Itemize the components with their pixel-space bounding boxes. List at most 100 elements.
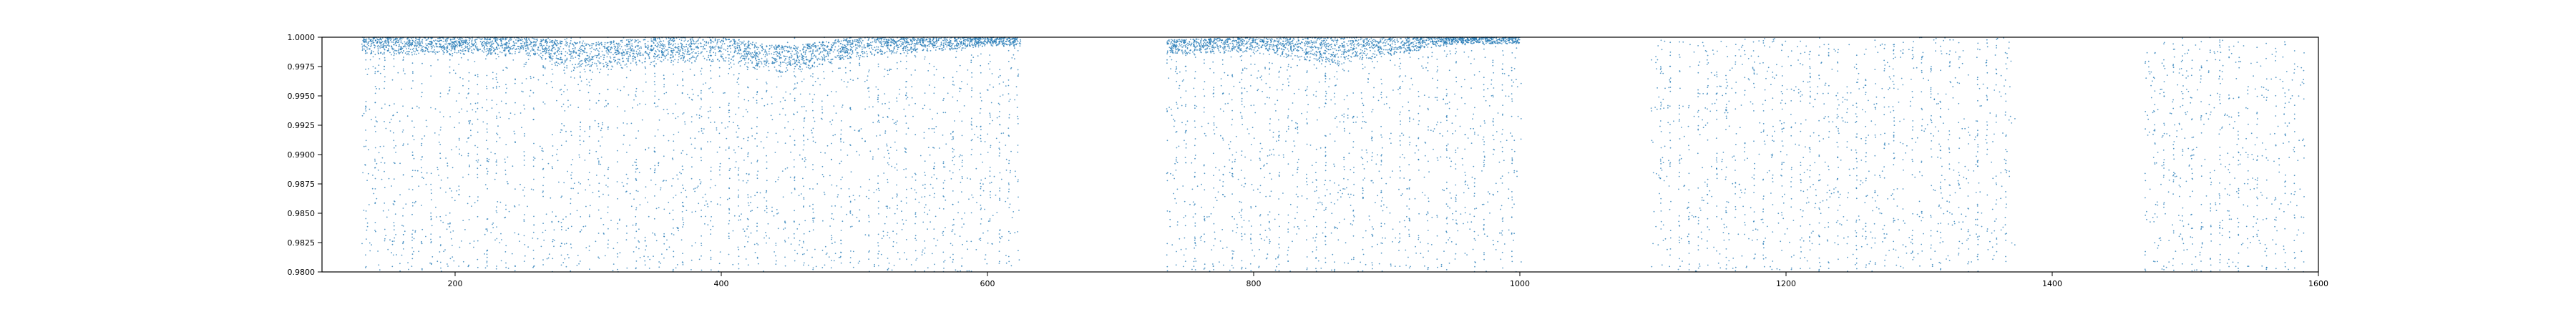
data-point <box>912 42 913 44</box>
data-point <box>877 233 879 235</box>
data-point <box>665 180 667 182</box>
data-point <box>654 135 656 137</box>
data-point <box>914 56 917 58</box>
data-point <box>672 218 674 220</box>
data-point <box>840 160 842 162</box>
data-point <box>560 57 562 59</box>
data-point <box>519 183 521 185</box>
data-point <box>647 41 649 42</box>
data-point <box>742 180 744 182</box>
data-point <box>686 196 688 198</box>
data-point <box>617 59 619 60</box>
data-point <box>905 220 907 221</box>
data-point <box>521 90 522 92</box>
data-point <box>803 120 805 122</box>
data-point <box>399 263 401 265</box>
data-point <box>523 165 525 166</box>
data-point <box>366 180 368 182</box>
data-point <box>980 187 982 190</box>
data-point <box>766 167 768 170</box>
data-point <box>477 153 479 155</box>
data-point <box>864 108 866 110</box>
data-point <box>539 145 541 147</box>
data-point <box>912 50 913 52</box>
data-point <box>821 57 824 59</box>
data-point <box>719 56 721 57</box>
data-point <box>635 52 638 54</box>
data-point <box>458 139 460 141</box>
data-point <box>811 66 814 67</box>
data-point <box>387 44 389 46</box>
data-point <box>529 39 530 41</box>
data-point <box>585 44 587 46</box>
data-point <box>864 81 866 82</box>
data-point <box>878 250 880 252</box>
data-point <box>555 40 557 42</box>
data-point <box>384 48 385 50</box>
data-point <box>821 112 824 114</box>
data-point <box>491 52 493 54</box>
data-point <box>412 80 414 82</box>
data-point <box>747 196 749 198</box>
data-point <box>691 99 693 101</box>
data-point <box>578 263 580 265</box>
data-point <box>663 86 665 88</box>
data-point <box>841 44 844 46</box>
data-point <box>563 91 565 92</box>
data-point <box>690 137 691 139</box>
data-point <box>498 112 500 114</box>
data-point <box>628 94 630 96</box>
data-point <box>582 40 584 42</box>
data-point <box>595 49 596 51</box>
data-point <box>840 187 842 190</box>
data-point <box>434 132 436 134</box>
data-point <box>598 182 600 185</box>
data-point <box>570 76 572 78</box>
data-point <box>572 55 573 57</box>
data-point <box>915 192 917 194</box>
data-point <box>701 130 703 132</box>
data-point <box>784 241 786 243</box>
data-point <box>378 64 380 66</box>
data-point <box>496 104 497 105</box>
data-point <box>882 46 884 48</box>
data-point <box>602 193 604 195</box>
data-point <box>898 40 899 42</box>
data-point <box>1008 135 1010 137</box>
data-point <box>868 215 869 217</box>
data-point <box>494 39 497 42</box>
data-point <box>362 172 364 174</box>
data-point <box>366 38 368 40</box>
data-point <box>854 40 855 42</box>
data-point <box>626 52 628 54</box>
data-point <box>768 62 770 64</box>
data-point <box>625 44 628 46</box>
data-point <box>593 49 595 50</box>
data-point <box>1016 38 1018 40</box>
data-point <box>856 216 858 218</box>
data-point <box>566 67 568 69</box>
data-point <box>663 92 665 94</box>
data-point <box>532 231 535 233</box>
data-point <box>900 200 902 203</box>
data-point <box>602 122 603 124</box>
data-point <box>695 210 696 213</box>
data-point <box>500 40 502 42</box>
data-point <box>890 53 892 54</box>
data-point <box>892 50 894 52</box>
data-point <box>439 39 441 42</box>
data-point <box>874 265 875 268</box>
data-point <box>588 135 590 137</box>
data-point <box>422 49 424 51</box>
data-point <box>962 160 963 162</box>
data-point <box>777 141 779 143</box>
data-point <box>1008 49 1010 52</box>
data-point <box>973 44 975 46</box>
data-point <box>776 86 778 88</box>
data-point <box>509 42 510 44</box>
data-point <box>989 167 991 168</box>
data-point <box>552 40 554 42</box>
data-point <box>960 39 962 40</box>
data-point <box>878 213 879 215</box>
data-point <box>474 39 476 41</box>
